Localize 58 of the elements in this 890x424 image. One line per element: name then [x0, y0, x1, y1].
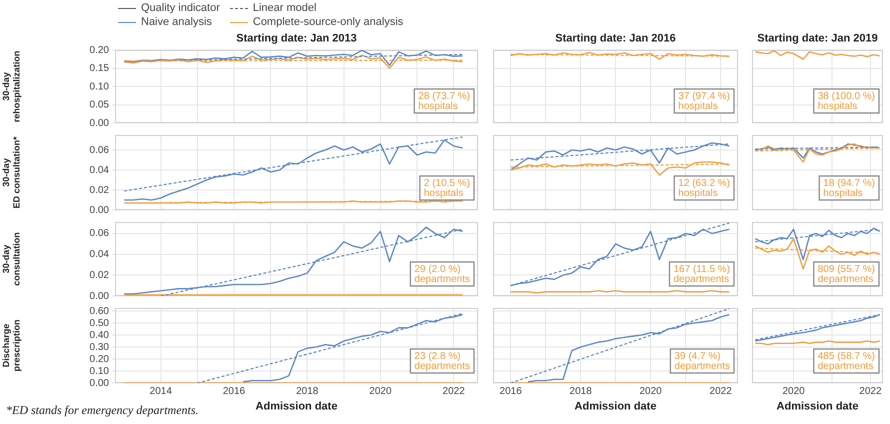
y-axis-title: 30-day consultation	[0, 232, 22, 286]
y-axis-title: Discharge prescription	[0, 319, 22, 372]
annotation: 2 (10.5 %) hospitals	[424, 178, 470, 199]
x-axis-title: Admission date	[776, 400, 858, 412]
annotation: 39 (4.7 %) departments	[674, 350, 730, 372]
annotation: 18 (94.7 %) hospitals	[823, 178, 876, 199]
y-tick-label: 0.02	[90, 270, 110, 281]
y-axis-title: 30-day rehospitalization	[0, 50, 22, 122]
x-tick-label: 2020	[369, 386, 392, 397]
y-tick-label: 0.00	[90, 378, 110, 389]
y-tick-label: 0.00	[90, 290, 110, 302]
x-tick-label: 2016	[222, 386, 246, 397]
y-tick-label: 0.04	[90, 249, 110, 260]
x-tick-label: 2022	[442, 386, 466, 397]
x-tick-label: 2020	[639, 386, 662, 397]
annotation: 38 (100.0 %) hospitals	[818, 90, 876, 112]
y-tick-label: 0.10	[90, 81, 110, 92]
y-tick-label: 0.02	[90, 184, 110, 196]
text: *ED stands for emergency departments.	[6, 403, 199, 418]
y-tick-label: 0.60	[90, 306, 110, 317]
y-tick-label: 0.15	[90, 63, 110, 74]
y-tick-label: 0.05	[90, 100, 110, 110]
chart-title: Starting date: Jan 2013	[236, 32, 357, 45]
x-tick-label: 2022	[710, 386, 732, 397]
y-tick-label: 0.04	[90, 164, 110, 176]
y-tick-label: 0.00	[90, 118, 110, 129]
x-axis-title: Admission date	[574, 400, 656, 412]
y-tick-label: 0.00	[90, 204, 110, 216]
y-tick-label: 0.10	[90, 366, 110, 377]
y-tick-label: 0.06	[90, 144, 110, 156]
chart-title: Starting date: Jan 2016	[555, 32, 676, 45]
y-tick-label: 0.20	[90, 44, 110, 56]
annotation: 809 (55.7 %) departments	[818, 264, 876, 285]
legend-label: Naive analysis	[141, 16, 212, 28]
x-tick-label: 2020	[782, 386, 806, 397]
annotation: 12 (63.2 %) hospitals	[678, 178, 730, 199]
legend-label: Linear model	[252, 2, 316, 14]
x-tick-label: 2018	[570, 386, 592, 397]
y-tick-label: 0.20	[90, 354, 110, 365]
y-axis-title: 30-day ED consultation*	[0, 136, 22, 209]
annotation: 37 (97.4 %) hospitals	[678, 90, 730, 112]
x-tick-label: 2022	[859, 386, 882, 397]
legend-label: Quality indicator	[141, 2, 220, 14]
x-tick-label: 2016	[500, 386, 522, 397]
chart-title: Starting date: Jan 2019	[757, 32, 878, 45]
y-tick-label: 0.30	[90, 342, 110, 353]
x-axis-title: Admission date	[256, 400, 338, 412]
legend-label: Complete-source-only analysis	[252, 16, 404, 28]
x-tick-label: 2014	[150, 386, 172, 397]
annotation: 28 (73.7 %) hospitals	[418, 90, 470, 112]
annotation: 23 (2.8 %) departments	[414, 350, 470, 372]
y-tick-label: 0.40	[90, 330, 110, 341]
annotation: 29 (2.0 %) departments	[414, 264, 470, 285]
annotation: 485 (58.7 %) departments	[818, 350, 876, 372]
annotation: 167 (11.5 %) departments	[673, 264, 730, 285]
x-tick-label: 2018	[296, 386, 319, 397]
y-tick-label: 0.06	[90, 228, 110, 240]
y-tick-label: 0.50	[90, 318, 110, 329]
